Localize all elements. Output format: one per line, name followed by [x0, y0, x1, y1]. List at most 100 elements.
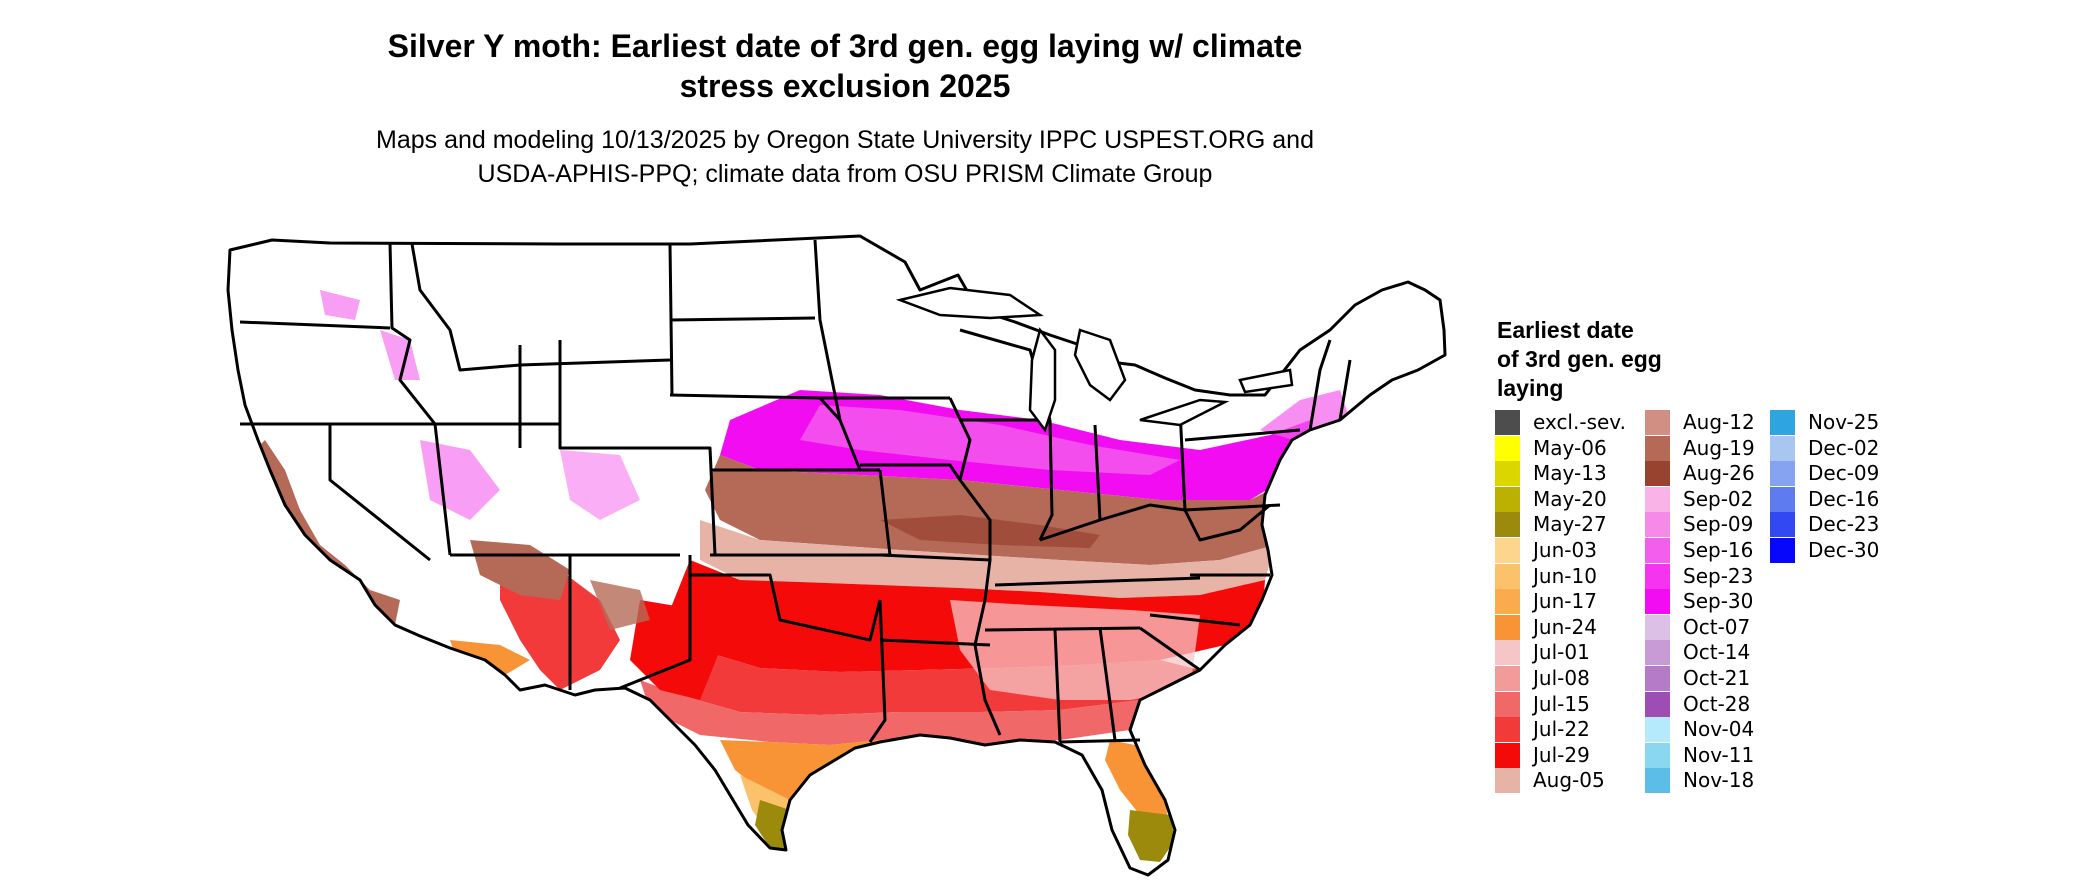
- border-nv-ca: [328, 424, 431, 562]
- border-nd-mn: [813, 239, 842, 421]
- legend-swatch: [1495, 512, 1520, 538]
- legend-swatch: [1645, 742, 1670, 768]
- border-mo-ar: [879, 553, 991, 562]
- legend-label: Jul-08: [1533, 665, 1590, 690]
- legend-label: Jul-29: [1533, 742, 1590, 767]
- legend-swatch: [1495, 768, 1520, 794]
- border-ga-sc: [1139, 626, 1201, 672]
- legend-swatch: [1645, 665, 1670, 691]
- border-mt-wy: [519, 358, 671, 367]
- border-ky-north: [1039, 503, 1186, 542]
- legend-label: Jul-01: [1533, 640, 1590, 665]
- lake-huron: [1073, 328, 1127, 402]
- map-subtitle: Maps and modeling 10/13/2025 by Oregon S…: [250, 123, 1440, 191]
- border-ia-mo: [860, 463, 962, 481]
- zone-arizona-orange: [450, 640, 530, 675]
- zone-california-brown: [255, 440, 400, 625]
- border-nd-sd: [669, 316, 816, 322]
- legend-label: Nov-11: [1683, 742, 1755, 767]
- zone-aug-19: [705, 455, 1290, 565]
- legend-title-line-3: laying: [1497, 375, 1564, 401]
- legend-swatch: [1495, 665, 1520, 691]
- legend-label: Aug-05: [1533, 768, 1605, 793]
- legend-swatch: [1770, 512, 1795, 538]
- legend-swatch: [1770, 461, 1795, 487]
- legend-swatch: [1645, 691, 1670, 717]
- legend-label: Dec-16: [1808, 486, 1880, 511]
- zone-jul-15: [640, 680, 1140, 745]
- legend-swatch: [1645, 768, 1670, 794]
- legend-swatch: [1495, 563, 1520, 589]
- border-co-nm: [560, 446, 717, 556]
- legend-label: Jun-10: [1533, 563, 1597, 588]
- legend-swatch: [1645, 589, 1670, 615]
- legend-swatch: [1645, 435, 1670, 461]
- legend-label: Oct-28: [1683, 691, 1751, 716]
- legend-label: Sep-02: [1683, 486, 1754, 511]
- border-wv-va: [1183, 503, 1271, 542]
- legend-label: May-20: [1533, 486, 1607, 511]
- zone-florida-olive: [1128, 810, 1175, 862]
- legend-label: Jun-17: [1533, 589, 1597, 614]
- legend-label: Jun-24: [1533, 614, 1597, 639]
- legend-swatch: [1495, 461, 1520, 487]
- legend-swatch: [1645, 537, 1670, 563]
- legend-label: Sep-30: [1683, 589, 1754, 614]
- legend-label: Aug-12: [1683, 410, 1755, 434]
- border-mt-id: [410, 243, 521, 372]
- legend-swatch: [1770, 435, 1795, 461]
- legend-label: Sep-16: [1683, 537, 1754, 562]
- legend-label: Oct-14: [1683, 640, 1751, 665]
- legend-swatch: [1495, 486, 1520, 512]
- map-title-line-1: Silver Y moth: Earliest date of 3rd gen.…: [387, 28, 1303, 64]
- legend-swatch: [1495, 640, 1520, 666]
- border-ok-tx: [690, 573, 882, 642]
- map-subtitle-line-1: Maps and modeling 10/13/2025 by Oregon S…: [376, 126, 1314, 154]
- border-al-ga: [1098, 627, 1117, 741]
- border-pa-md: [1184, 503, 1281, 512]
- lake-superior: [895, 286, 1044, 320]
- legend-swatch: [1495, 410, 1520, 435]
- zone-colorado-pink: [560, 450, 640, 520]
- zone-may-27: [755, 800, 790, 850]
- legend-label: Jun-03: [1533, 537, 1597, 562]
- legend-label: Oct-21: [1683, 665, 1751, 690]
- legend-swatch: [1495, 691, 1520, 717]
- legend-label: Sep-23: [1683, 563, 1754, 588]
- legend-swatch: [1495, 537, 1520, 563]
- us-map: [226, 234, 1447, 877]
- legend-swatch: [1495, 614, 1520, 640]
- legend-label: Nov-18: [1683, 768, 1755, 793]
- legend-label: Sep-09: [1683, 512, 1754, 537]
- legend-title-line-2: of 3rd gen. egg: [1497, 346, 1662, 372]
- legend-label: Dec-30: [1808, 537, 1880, 562]
- zone-florida-orange: [1105, 740, 1168, 820]
- legend-title: Earliest date of 3rd gen. egg laying: [1497, 316, 1757, 403]
- legend-label: Dec-02: [1808, 435, 1880, 460]
- legend-swatch: [1645, 486, 1670, 512]
- border-nc-sc: [1149, 613, 1241, 627]
- border-ny-pa: [1184, 428, 1301, 442]
- legend-label: Dec-09: [1808, 461, 1880, 486]
- lake-ontario: [1238, 368, 1294, 394]
- legend-swatch: [1770, 537, 1795, 563]
- border-wa-or: [239, 320, 391, 330]
- state-boundaries: [226, 234, 1447, 877]
- legend-label: May-27: [1533, 512, 1607, 537]
- legend-label: Aug-26: [1683, 461, 1755, 486]
- border-fl-north: [1059, 738, 1141, 744]
- legend-swatch: [1495, 589, 1520, 615]
- lake-erie: [1139, 398, 1230, 427]
- border-ms-al: [1053, 629, 1062, 743]
- zone-sep-16: [800, 405, 1180, 475]
- legend-label: Oct-07: [1683, 614, 1751, 639]
- border-nm-tx: [619, 555, 692, 690]
- lake-michigan: [1028, 327, 1057, 433]
- legend-label: May-13: [1533, 461, 1607, 486]
- legend-swatch: [1645, 563, 1670, 589]
- border-new-england: [1308, 339, 1352, 431]
- legend-title-line-1: Earliest date: [1497, 317, 1634, 343]
- legend-swatch: [1495, 742, 1520, 768]
- border-id-west: [388, 242, 437, 425]
- map-title-line-2: stress exclusion 2025: [679, 68, 1011, 104]
